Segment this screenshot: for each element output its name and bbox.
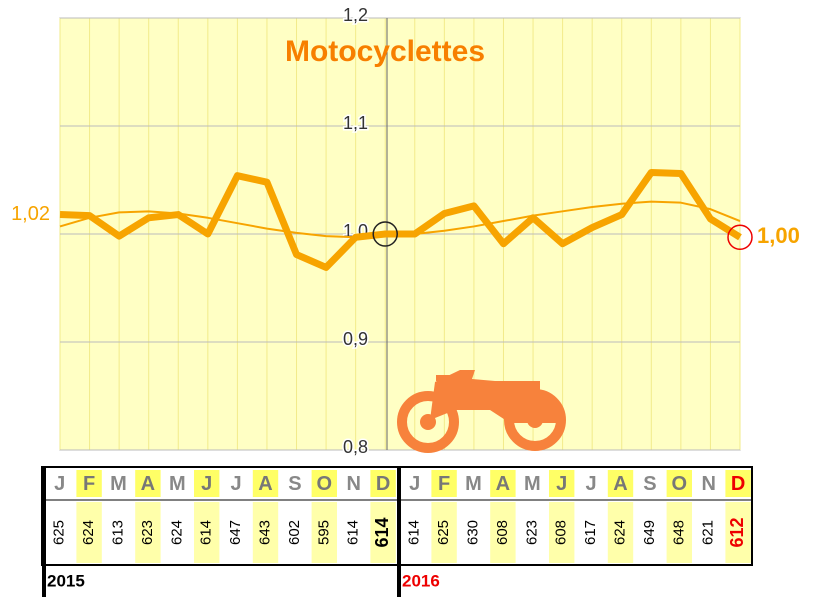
value-label: 1,02 xyxy=(11,203,50,225)
y-tick-label: 1,2 xyxy=(343,5,368,25)
count-highlight xyxy=(194,502,220,563)
count-highlight xyxy=(370,502,396,563)
count-value: 623 xyxy=(523,520,540,545)
month-label: J xyxy=(54,473,65,495)
month-label: M xyxy=(110,473,127,495)
line xyxy=(59,168,742,271)
header-highlight xyxy=(311,470,337,497)
header-highlight xyxy=(666,470,692,497)
year-label: 2016 xyxy=(402,571,440,590)
header-highlight xyxy=(607,470,634,497)
count-value: 612 xyxy=(727,517,747,547)
count-value: 602 xyxy=(286,520,303,545)
month-label: J xyxy=(201,473,212,495)
month-label: N xyxy=(701,473,715,495)
marker xyxy=(372,221,398,247)
count-highlight xyxy=(252,502,279,563)
month-label: D xyxy=(376,473,390,495)
count-highlight xyxy=(311,502,337,563)
count-value: 613 xyxy=(109,520,126,545)
count-highlight xyxy=(549,502,575,563)
header-highlight xyxy=(490,470,516,497)
month-label: O xyxy=(672,473,688,495)
month-label: N xyxy=(346,473,360,495)
count-value: 623 xyxy=(139,520,156,545)
header-highlight xyxy=(725,470,751,497)
count-value: 614 xyxy=(345,520,362,545)
count-value: 647 xyxy=(227,520,244,545)
month-label: J xyxy=(409,473,420,495)
month-label: A xyxy=(496,473,510,495)
month-label: J xyxy=(586,473,597,495)
count-value: 621 xyxy=(700,520,717,545)
count-value: 614 xyxy=(198,520,215,545)
count-highlight xyxy=(76,502,102,563)
grid xyxy=(59,17,741,451)
value-label: 1,00 xyxy=(757,223,800,248)
count-value: 630 xyxy=(464,520,481,545)
month-label: J xyxy=(231,473,242,495)
month-label: M xyxy=(524,473,541,495)
count-value: 625 xyxy=(51,520,68,545)
count-value: 648 xyxy=(670,520,687,545)
month-label: S xyxy=(288,473,301,495)
count-highlight xyxy=(666,502,692,563)
count-value: 624 xyxy=(168,520,185,545)
count-value: 625 xyxy=(435,520,452,545)
month-label: S xyxy=(643,473,656,495)
month-label: M xyxy=(169,473,186,495)
count-value: 624 xyxy=(611,520,628,545)
header-highlight xyxy=(194,470,220,497)
count-value: 595 xyxy=(315,520,332,545)
header-highlight xyxy=(431,470,457,497)
month-label: M xyxy=(465,473,482,495)
count-value: 624 xyxy=(80,520,97,545)
month-label: J xyxy=(556,473,567,495)
month-label: F xyxy=(83,473,95,495)
data-table: J 625 F 624 M 613 A 623 M 624 J 614 J 647 A 643 S 602 O 595… xyxy=(41,466,753,597)
year-label: 2015 xyxy=(47,571,85,590)
count-highlight xyxy=(135,502,161,563)
month-label: A xyxy=(613,473,627,495)
count-highlight xyxy=(725,502,751,563)
y-tick-label: 0,8 xyxy=(343,437,368,457)
count-highlight xyxy=(431,502,457,563)
count-value: 649 xyxy=(641,520,658,545)
count-highlight xyxy=(490,502,516,563)
count-highlight xyxy=(607,502,634,563)
marker xyxy=(727,224,753,250)
motorcycle-icon xyxy=(397,370,566,453)
y-tick-label: 1,1 xyxy=(343,113,368,133)
header-highlight xyxy=(135,470,161,497)
month-label: A xyxy=(141,473,155,495)
header-highlight xyxy=(252,470,279,497)
count-value: 608 xyxy=(494,520,511,545)
header-highlight xyxy=(549,470,575,497)
count-value: 617 xyxy=(582,520,599,545)
month-label: A xyxy=(258,473,272,495)
header-highlight xyxy=(76,470,102,497)
count-value: 608 xyxy=(553,520,570,545)
chart-title: Motocyclettes xyxy=(285,35,485,68)
count-value: 643 xyxy=(256,520,273,545)
header-highlight xyxy=(370,470,396,497)
line xyxy=(59,200,741,239)
month-label: F xyxy=(438,473,450,495)
y-tick-label: 0,9 xyxy=(343,329,368,349)
count-value: 614 xyxy=(372,517,392,547)
count-value: 614 xyxy=(406,520,423,545)
month-label: O xyxy=(317,473,333,495)
month-label: D xyxy=(731,473,745,495)
